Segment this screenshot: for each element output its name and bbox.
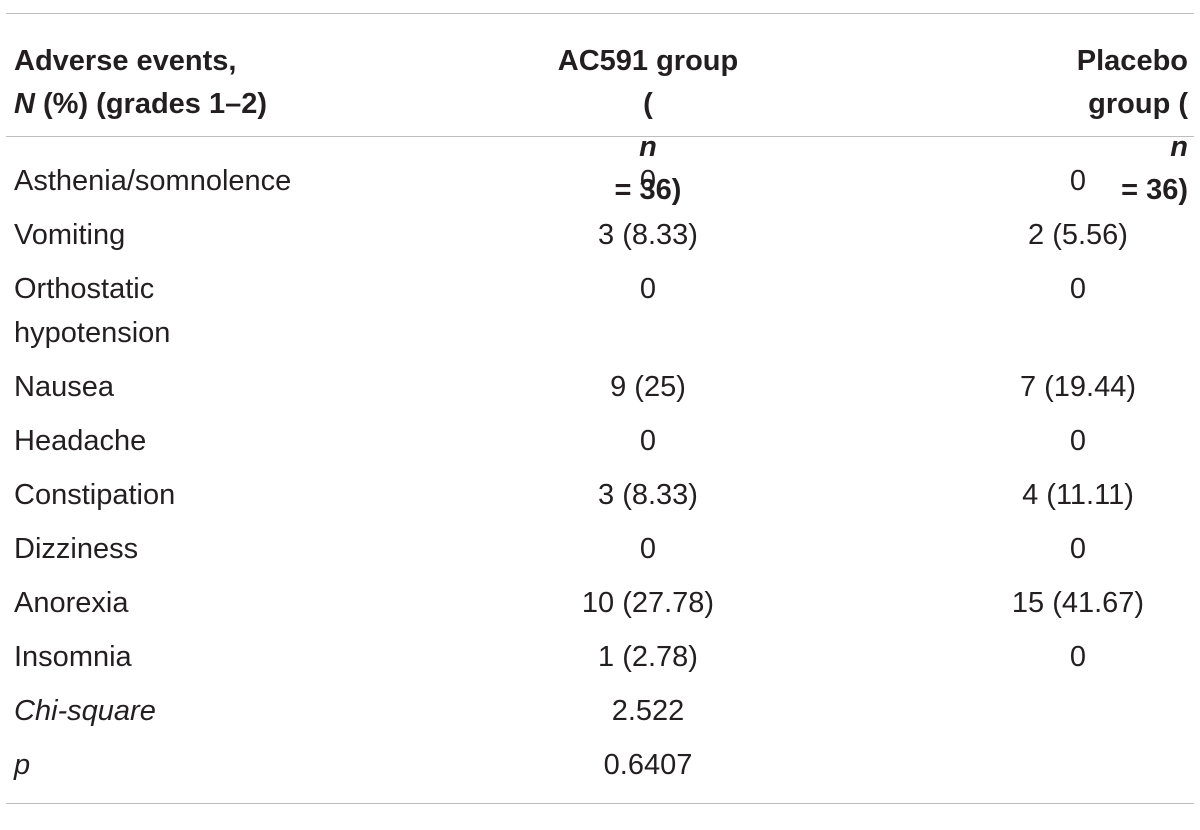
- ac591-cell: 3 (8.33): [598, 219, 698, 251]
- ac591-cell: 1 (2.78): [598, 641, 698, 673]
- event-cell: Insomnia: [14, 641, 132, 673]
- ac591-cell: 10 (27.78): [581, 587, 715, 619]
- p-value-label: p: [14, 749, 31, 781]
- ac591-cell: 0: [639, 165, 657, 197]
- header-col2-line2: (n = 36): [614, 88, 682, 206]
- table-row: Orthostatic hypotension 0 0: [6, 267, 1194, 365]
- placebo-cell: 4 (11.11): [1022, 479, 1134, 511]
- event-cell: Anorexia: [14, 587, 129, 619]
- chi-square-label: Chi-square: [14, 695, 156, 727]
- table-row: Chi-square 2.522: [6, 689, 1194, 743]
- adverse-events-table: Adverse events, N (%) (grades 1–2) AC591…: [6, 13, 1194, 804]
- event-cell: Nausea: [14, 371, 114, 403]
- header-col1-line2: N (%) (grades 1–2): [14, 88, 268, 120]
- placebo-cell: 15 (41.67): [1011, 587, 1145, 619]
- table-row: Dizziness 0 0: [6, 527, 1194, 581]
- event-cell: Constipation: [14, 479, 176, 511]
- placebo-cell: 0: [1069, 273, 1087, 305]
- p-value: 0.6407: [603, 749, 693, 781]
- event-cell: Dizziness: [14, 533, 139, 565]
- table-row: Asthenia/somnolence 0 0: [6, 159, 1194, 213]
- table-row: p 0.6407: [6, 743, 1194, 797]
- table-row: Nausea 9 (25) 7 (19.44): [6, 365, 1194, 419]
- header-col1-line1: Adverse events,: [14, 45, 237, 77]
- table-row: Constipation 3 (8.33) 4 (11.11): [6, 473, 1194, 527]
- placebo-cell: 0: [1069, 165, 1087, 197]
- table-row: Insomnia 1 (2.78) 0: [6, 635, 1194, 689]
- table-row: Vomiting 3 (8.33) 2 (5.56): [6, 213, 1194, 267]
- ac591-cell: 0: [639, 533, 657, 565]
- placebo-cell: 0: [1069, 425, 1087, 457]
- table-header: Adverse events, N (%) (grades 1–2) AC591…: [6, 14, 1194, 206]
- table-body: Asthenia/somnolence 0 0 Vomiting 3 (8.33…: [6, 137, 1194, 802]
- table-bottom-rule: [6, 803, 1194, 804]
- ac591-cell: 3 (8.33): [598, 479, 698, 511]
- placebo-cell: 2 (5.56): [1028, 219, 1128, 251]
- header-col2-line1: AC591 group: [557, 45, 739, 77]
- ac591-cell: 0: [639, 273, 657, 305]
- event-cell: Orthostatic hypotension: [14, 273, 171, 349]
- placebo-cell: 7 (19.44): [1019, 371, 1137, 403]
- event-cell: Asthenia/somnolence: [14, 165, 292, 197]
- header-col3-line2: group (n = 36): [1088, 88, 1188, 206]
- header-adverse-events: Adverse events, N (%) (grades 1–2): [14, 40, 267, 126]
- table-row: Headache 0 0: [6, 419, 1194, 473]
- header-bottom-rule: [6, 136, 1194, 137]
- placebo-cell: 0: [1069, 641, 1087, 673]
- header-col3-line1: Placebo: [1076, 45, 1188, 77]
- ac591-cell: 0: [639, 425, 657, 457]
- event-cell: Vomiting: [14, 219, 126, 251]
- table-row: Anorexia 10 (27.78) 15 (41.67): [6, 581, 1194, 635]
- placebo-cell: 0: [1069, 533, 1087, 565]
- ac591-cell: 9 (25): [610, 371, 686, 403]
- event-cell: Headache: [14, 425, 147, 457]
- chi-square-value: 2.522: [611, 695, 685, 727]
- table-top-rule: [6, 13, 1194, 14]
- header-placebo-group: Placebo group (n = 36): [1077, 40, 1188, 212]
